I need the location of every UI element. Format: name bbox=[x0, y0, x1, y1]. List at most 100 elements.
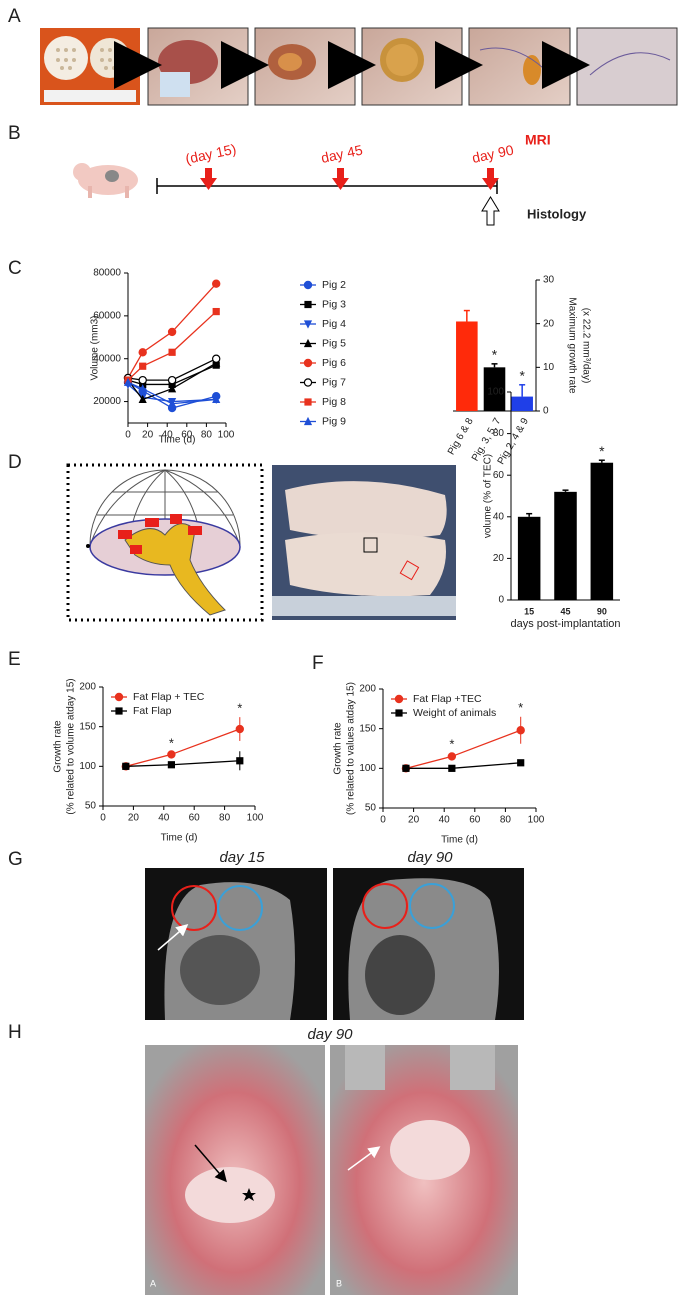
y-tick-label: 150 bbox=[79, 721, 96, 732]
x-tick-label: 40 bbox=[158, 813, 170, 824]
y-axis-label: Maximum growth rate bbox=[566, 297, 577, 394]
marker bbox=[303, 338, 313, 348]
marker bbox=[115, 707, 123, 715]
marker bbox=[167, 327, 177, 337]
marker bbox=[139, 362, 147, 370]
panel-label: C bbox=[8, 258, 22, 279]
marker bbox=[516, 726, 525, 735]
y-tick-label: 20000 bbox=[93, 396, 121, 407]
significance: * bbox=[518, 700, 523, 715]
marker bbox=[211, 279, 221, 288]
y-tick-label: 150 bbox=[359, 723, 376, 734]
line bbox=[127, 362, 217, 401]
bar bbox=[590, 462, 614, 600]
legend-label: Pig 5 bbox=[322, 337, 346, 349]
x-tick-label: 40 bbox=[439, 815, 451, 826]
y-tick-label: 40000 bbox=[93, 353, 121, 364]
legend-label: Pig 8 bbox=[322, 396, 346, 408]
timepoint-label: day 90 bbox=[471, 141, 516, 165]
x-axis-label: Time (d) bbox=[161, 833, 198, 844]
marker bbox=[168, 384, 177, 393]
x-axis-label: Time (d) bbox=[441, 835, 478, 846]
x-axis-label: days post-implantation bbox=[510, 618, 620, 630]
marker bbox=[402, 764, 410, 772]
marker bbox=[167, 750, 176, 759]
legend-label: Pig 7 bbox=[322, 376, 346, 388]
histology-label: Histology bbox=[527, 206, 587, 221]
y-tick-label: 10 bbox=[543, 362, 555, 373]
panel-label: F bbox=[312, 653, 324, 674]
y-tick-label: 0 bbox=[498, 595, 504, 606]
significance: * bbox=[599, 443, 605, 459]
legend-label: Pig 2 bbox=[322, 279, 346, 291]
line bbox=[127, 364, 217, 386]
y-axis-label: (% related to volume atday 15) bbox=[66, 678, 77, 814]
y-axis-label: Volume (mm3) bbox=[90, 315, 101, 380]
line bbox=[127, 381, 217, 405]
panel-label: G bbox=[8, 849, 23, 870]
mri-title: day 15 bbox=[219, 849, 265, 866]
marker bbox=[138, 394, 147, 404]
line bbox=[125, 728, 241, 767]
mri-label: MRI bbox=[525, 132, 551, 148]
tissue-photo bbox=[272, 465, 456, 620]
marker bbox=[303, 320, 313, 329]
chamber-diagram bbox=[66, 463, 264, 622]
x-tick-label: 90 bbox=[597, 606, 607, 616]
x-tick-label: 80 bbox=[500, 815, 512, 826]
x-tick-label: 20 bbox=[408, 815, 420, 826]
y-tick-label: 50 bbox=[365, 803, 377, 814]
marker bbox=[304, 398, 312, 406]
y-tick-label: 80000 bbox=[93, 268, 121, 279]
x-tick-label: 20 bbox=[142, 430, 154, 441]
panel-label: E bbox=[8, 649, 21, 670]
marker bbox=[303, 378, 313, 387]
x-tick-label: 15 bbox=[524, 606, 534, 616]
y-axis-label: volume (% of TEC) bbox=[483, 454, 494, 538]
legend-label: Pig 3 bbox=[322, 298, 346, 310]
photo-label: A bbox=[150, 1278, 156, 1288]
panel-label: D bbox=[8, 452, 22, 473]
line bbox=[405, 729, 521, 769]
x-tick-label: 40 bbox=[162, 430, 174, 441]
x-tick-label: 100 bbox=[218, 430, 235, 441]
x-tick-label: 80 bbox=[219, 813, 231, 824]
x-tick-label: Pig 6 & 8 bbox=[446, 416, 476, 457]
y-tick-label: 100 bbox=[79, 761, 96, 772]
marker bbox=[236, 757, 244, 765]
line bbox=[127, 358, 217, 381]
legend-label: Fat Flap +TEC bbox=[413, 693, 482, 705]
legend-label: Pig 9 bbox=[322, 415, 346, 427]
x-tick-label: 80 bbox=[201, 430, 213, 441]
significance: * bbox=[237, 701, 242, 716]
bar bbox=[554, 491, 577, 600]
marker bbox=[395, 709, 403, 717]
bar bbox=[511, 396, 533, 411]
mri-title: day 90 bbox=[407, 849, 453, 866]
marker bbox=[303, 358, 313, 368]
x-tick-label: 60 bbox=[189, 813, 201, 824]
marker bbox=[517, 759, 525, 767]
y-axis-label: Growth rate bbox=[53, 720, 64, 773]
x-axis-label: Time (d) bbox=[159, 435, 196, 446]
y-axis-label: (% related to values atday 15) bbox=[346, 682, 357, 815]
bar bbox=[517, 516, 541, 600]
marker bbox=[235, 724, 244, 734]
marker bbox=[447, 752, 457, 761]
marker bbox=[212, 394, 221, 404]
x-tick-label: 20 bbox=[128, 813, 140, 824]
y-tick-label: 60 bbox=[493, 470, 505, 481]
y-tick-label: 80 bbox=[493, 428, 505, 439]
x-tick-label: 0 bbox=[100, 813, 106, 824]
y-tick-label: 0 bbox=[543, 406, 549, 417]
x-tick-label: 0 bbox=[125, 430, 131, 441]
marker bbox=[394, 694, 404, 704]
y-tick-label: 100 bbox=[359, 763, 376, 774]
marker bbox=[303, 280, 313, 290]
y-tick-label: 100 bbox=[487, 387, 504, 398]
y-tick-label: 20 bbox=[493, 553, 505, 564]
marker bbox=[304, 300, 312, 309]
legend-label: Fat Flap bbox=[133, 705, 172, 717]
y-tick-label: 60000 bbox=[93, 310, 121, 321]
